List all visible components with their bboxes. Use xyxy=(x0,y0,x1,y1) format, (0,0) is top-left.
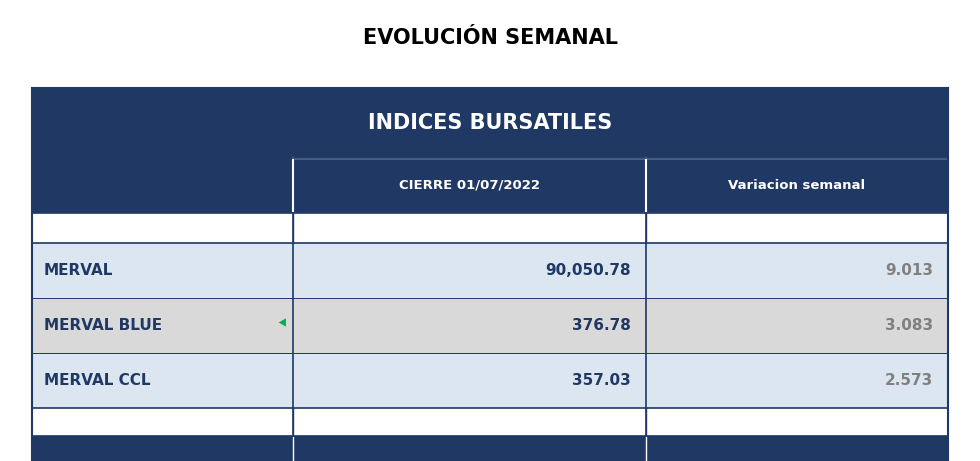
Bar xyxy=(293,243,646,298)
Text: 90,050.78: 90,050.78 xyxy=(545,263,631,278)
Bar xyxy=(32,298,293,353)
Text: CIERRE 01/07/2022: CIERRE 01/07/2022 xyxy=(399,179,540,192)
Bar xyxy=(32,158,948,213)
Bar xyxy=(646,298,948,353)
Bar xyxy=(293,353,646,408)
Text: 2.573: 2.573 xyxy=(885,373,933,388)
Text: MERVAL BLUE: MERVAL BLUE xyxy=(44,318,162,333)
Bar xyxy=(32,88,948,158)
Text: 3.083: 3.083 xyxy=(885,318,933,333)
Bar xyxy=(293,298,646,353)
Text: EVOLUCIÓN SEMANAL: EVOLUCIÓN SEMANAL xyxy=(363,28,617,48)
Bar xyxy=(32,353,293,408)
Bar xyxy=(32,243,293,298)
Text: MERVAL: MERVAL xyxy=(44,263,114,278)
Text: 9.013: 9.013 xyxy=(885,263,933,278)
Text: 376.78: 376.78 xyxy=(572,318,631,333)
Bar xyxy=(32,213,948,243)
Bar xyxy=(32,408,948,436)
Bar xyxy=(32,436,948,461)
Bar xyxy=(646,243,948,298)
Text: Variacion semanal: Variacion semanal xyxy=(728,179,865,192)
Bar xyxy=(646,353,948,408)
Text: MERVAL CCL: MERVAL CCL xyxy=(44,373,151,388)
Text: INDICES BURSATILES: INDICES BURSATILES xyxy=(368,113,612,133)
Text: 357.03: 357.03 xyxy=(572,373,631,388)
